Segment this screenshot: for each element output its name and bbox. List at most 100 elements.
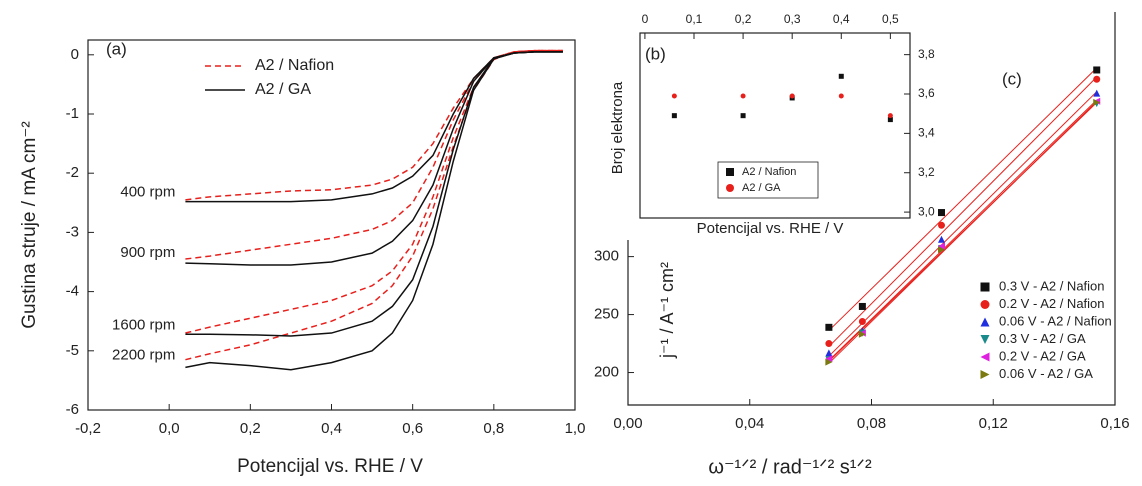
- marker: [980, 317, 990, 327]
- x-axis-label: Potencijal vs. RHE / V: [237, 456, 423, 477]
- x-tick-label: 0,04: [735, 415, 764, 432]
- panel-label: (b): [645, 44, 666, 63]
- y-tick-label: -2: [66, 164, 79, 181]
- marker: [887, 117, 893, 123]
- fit-line: [828, 99, 1098, 361]
- marker: [980, 370, 990, 379]
- x-tick-label: 0,4: [833, 12, 850, 26]
- y-axis-label: Broj elektrona: [609, 81, 626, 174]
- x-tick-label: 1,0: [565, 420, 586, 437]
- marker: [726, 168, 734, 176]
- marker: [740, 113, 746, 119]
- legend-label: 0.3 V - A2 / Nafion: [999, 278, 1105, 293]
- marker: [980, 300, 990, 309]
- inset-background: [600, 0, 916, 240]
- x-axis-label: ω⁻¹ᐟ² / rad⁻¹ᐟ² s¹ᐟ²: [708, 456, 872, 478]
- x-tick-label: 0,12: [979, 415, 1008, 432]
- y-tick-label: 250: [594, 306, 619, 323]
- marker: [938, 235, 946, 243]
- legend-label: 0.2 V - A2 / Nafion: [999, 296, 1105, 311]
- y-tick-label: -1: [66, 105, 79, 122]
- marker: [858, 330, 866, 338]
- x-tick-label: 0,3: [784, 12, 801, 26]
- y-tick-label: -3: [66, 223, 79, 240]
- x-tick-label: 0,00: [613, 415, 642, 432]
- marker: [980, 335, 990, 344]
- x-tick-label: 0,4: [321, 420, 342, 437]
- y-tick-label: 3,6: [918, 86, 935, 100]
- marker: [671, 93, 677, 99]
- legend-label: 0.2 V - A2 / GA: [999, 348, 1086, 363]
- marker: [838, 93, 844, 99]
- marker: [825, 323, 833, 331]
- legend-label: A2 / GA: [742, 182, 781, 194]
- legend-label: 0.06 V - A2 / Nafion: [999, 313, 1112, 328]
- legend-label: 0.06 V - A2 / GA: [999, 366, 1093, 381]
- marker: [887, 113, 893, 119]
- legend-label: A2 / Nafion: [742, 166, 796, 178]
- marker: [740, 93, 746, 99]
- fit-line: [828, 91, 1098, 357]
- marker: [1093, 98, 1101, 106]
- axis-frame: [639, 32, 911, 219]
- curve: [185, 49, 563, 260]
- marker: [726, 184, 734, 192]
- legend-box: [717, 161, 819, 199]
- curve: [185, 49, 563, 334]
- legend-label: A2 / GA: [255, 81, 311, 98]
- marker: [789, 93, 795, 99]
- x-tick-label: -0,2: [75, 420, 101, 437]
- x-tick-label: 0,0: [159, 420, 180, 437]
- y-tick-label: 3,4: [918, 126, 935, 140]
- rpm-label: 400 rpm: [120, 184, 175, 201]
- y-tick-label: -6: [66, 401, 79, 418]
- x-tick-label: 0,08: [857, 415, 886, 432]
- x-axis-label: Potencijal vs. RHE / V: [697, 220, 844, 237]
- x-tick-label: 0,2: [240, 420, 261, 437]
- marker: [825, 340, 833, 348]
- y-tick-label: -5: [66, 342, 79, 359]
- legend-label: A2 / Nafion: [255, 57, 334, 74]
- y-tick-label: 0: [71, 46, 79, 63]
- marker: [825, 355, 833, 363]
- x-tick-label: 0,8: [483, 420, 504, 437]
- marker: [938, 246, 946, 254]
- y-axis-label: j⁻¹ / A⁻¹ cm²: [657, 262, 677, 359]
- marker: [938, 221, 946, 229]
- marker: [825, 349, 833, 357]
- marker: [825, 358, 833, 366]
- marker: [671, 113, 677, 119]
- marker: [938, 242, 946, 250]
- y-tick-label: 200: [594, 364, 619, 381]
- y-tick-label: 300: [594, 248, 619, 265]
- x-tick-label: 0,6: [402, 420, 423, 437]
- panel-label: (a): [106, 39, 127, 58]
- curve: [185, 51, 563, 266]
- fit-line: [828, 101, 1098, 364]
- curve: [185, 49, 563, 201]
- marker: [838, 73, 844, 79]
- fit-line: [828, 67, 1098, 331]
- marker: [1093, 66, 1101, 74]
- y-tick-label: 3,2: [918, 165, 935, 179]
- marker: [980, 282, 990, 292]
- y-tick-label: 3,8: [918, 47, 935, 61]
- fit-line: [828, 76, 1098, 347]
- x-tick-label: 0,2: [735, 12, 752, 26]
- x-tick-label: 0: [642, 12, 649, 26]
- y-tick-label: 3,0: [918, 204, 935, 218]
- rpm-label: 2200 rpm: [112, 346, 175, 363]
- x-tick-label: 0,5: [882, 12, 899, 26]
- curve: [185, 49, 563, 361]
- x-tick-label: 0,16: [1100, 415, 1129, 432]
- y-tick-label: -4: [66, 283, 79, 300]
- marker: [858, 302, 866, 310]
- marker: [980, 352, 990, 362]
- rpm-label: 1600 rpm: [112, 317, 175, 334]
- rpm-label: 900 rpm: [120, 244, 175, 261]
- marker: [858, 318, 866, 326]
- panel-label: (c): [1002, 69, 1022, 88]
- marker: [938, 209, 946, 217]
- legend-label: 0.3 V - A2 / GA: [999, 331, 1086, 346]
